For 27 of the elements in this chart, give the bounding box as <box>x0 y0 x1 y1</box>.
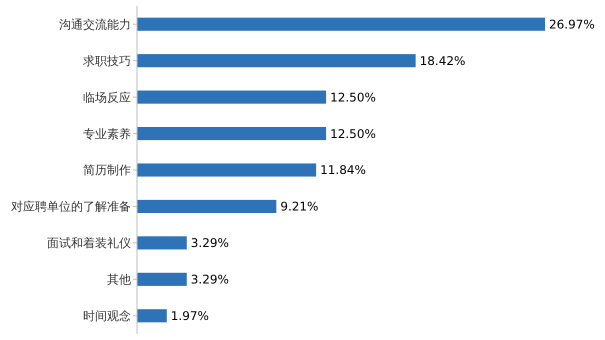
data-label: 18.42% <box>420 54 466 68</box>
bar <box>137 309 167 322</box>
y-tick-label: 临场反应 <box>83 90 131 104</box>
y-tick-label: 求职技巧 <box>83 54 131 68</box>
bar <box>137 126 326 140</box>
data-label: 3.29% <box>190 236 229 250</box>
y-tick-label: 面试和着装礼仪 <box>47 236 131 250</box>
y-tick-label: 沟通交流能力 <box>59 17 131 32</box>
y-tick-label: 对应聘单位的了解准备 <box>11 200 131 214</box>
data-label: 1.97% <box>170 308 209 323</box>
y-tick-label: 时间观念 <box>83 308 131 323</box>
bar <box>137 90 326 104</box>
bar <box>137 163 316 177</box>
y-tick-label: 简历制作 <box>83 163 131 178</box>
data-label: 12.50% <box>330 126 376 141</box>
bar <box>137 236 187 250</box>
bar <box>137 54 416 68</box>
bar <box>137 200 276 214</box>
data-label: 11.84% <box>320 163 366 178</box>
data-label: 26.97% <box>549 17 595 32</box>
y-tick-label: 其他 <box>107 272 131 287</box>
bar <box>137 18 545 31</box>
y-tick-label: 专业素养 <box>83 126 131 141</box>
data-label: 3.29% <box>190 272 229 287</box>
bar <box>137 272 187 286</box>
data-label: 12.50% <box>330 90 376 104</box>
data-label: 9.21% <box>280 200 318 214</box>
